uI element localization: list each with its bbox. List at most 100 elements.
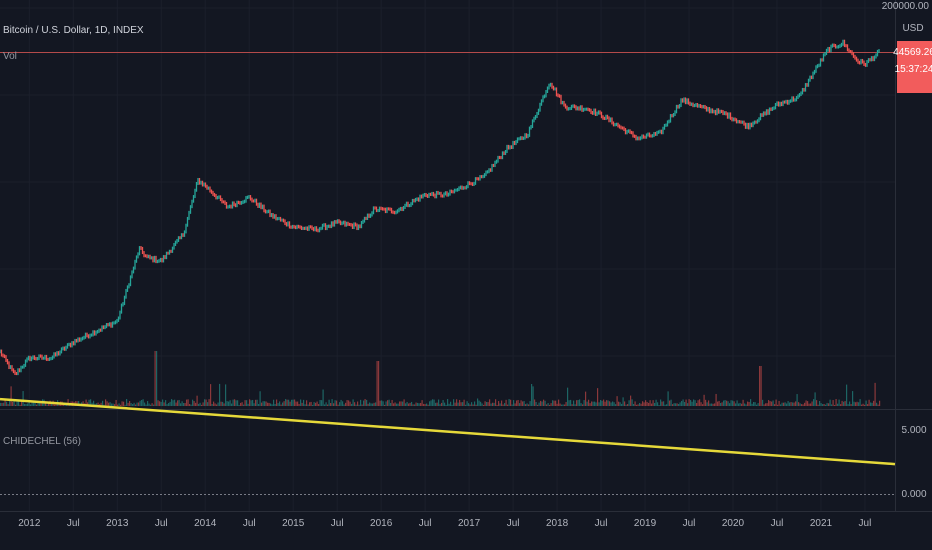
- volume-bar: [219, 383, 221, 406]
- volume-bar: [160, 401, 162, 406]
- volume-bar: [237, 400, 239, 406]
- volume-bar: [795, 401, 797, 406]
- volume-bar: [760, 366, 762, 406]
- volume-bar: [844, 401, 846, 406]
- volume-bar: [15, 404, 17, 406]
- volume-bar: [490, 403, 492, 406]
- volume-bar: [582, 404, 584, 406]
- volume-bar: [499, 403, 501, 406]
- volume-bar: [597, 388, 599, 406]
- volume-bar: [819, 401, 821, 406]
- indicator-legend[interactable]: CHIDECHEL (56): [3, 436, 81, 447]
- volume-bar: [388, 399, 390, 406]
- volume-bar: [96, 403, 98, 406]
- volume-bar: [487, 402, 489, 406]
- volume-bar: [90, 399, 92, 406]
- volume-bar: [214, 403, 216, 406]
- volume-bar: [679, 402, 681, 406]
- volume-bar: [306, 400, 308, 406]
- volume-bar: [714, 403, 716, 406]
- volume-bar: [591, 401, 593, 406]
- x-tick-label: 2021: [810, 518, 833, 529]
- volume-bar: [430, 400, 432, 406]
- volume-bar: [769, 401, 771, 406]
- volume-bar: [325, 402, 327, 406]
- volume-bar: [244, 400, 246, 406]
- volume-bar: [429, 401, 431, 406]
- volume-bar: [801, 404, 803, 406]
- volume-bar: [22, 391, 24, 406]
- volume-bar: [223, 403, 225, 406]
- volume-bar: [337, 404, 339, 406]
- volume-bar: [730, 400, 732, 406]
- volume-bar: [348, 400, 350, 406]
- volume-bar: [835, 399, 837, 406]
- volume-bar: [459, 399, 461, 406]
- price-series: [0, 39, 880, 376]
- volume-bar: [321, 400, 323, 406]
- volume-bar: [405, 403, 407, 406]
- volume-bar: [414, 404, 416, 406]
- volume-bar: [850, 404, 852, 406]
- volume-bar: [184, 403, 186, 406]
- time-axis[interactable]: 2012 Jul 2013 Jul 2014 Jul 2015 Jul 2016 Jul 2017 J…: [18, 518, 871, 529]
- volume-bar: [879, 400, 881, 406]
- volume-bar: [834, 404, 836, 406]
- volume-bar: [790, 402, 792, 406]
- volume-bar: [333, 403, 335, 406]
- volume-bar: [450, 401, 452, 406]
- volume-bar: [393, 403, 395, 406]
- x-tick-label: 2015: [282, 518, 305, 529]
- volume-bar: [280, 404, 282, 406]
- volume-bar: [555, 400, 557, 406]
- volume-bar: [843, 401, 845, 406]
- volume-bar: [123, 401, 125, 406]
- volume-bar: [598, 402, 600, 406]
- volume-bar: [25, 404, 27, 406]
- volume-bar: [826, 402, 828, 406]
- volume-bar: [454, 402, 456, 406]
- volume-bar: [504, 403, 506, 406]
- volume-bar: [552, 400, 554, 406]
- volume-bar: [660, 399, 662, 406]
- symbol-title[interactable]: Bitcoin / U.S. Dollar, 1D, INDEX: [3, 25, 144, 36]
- volume-bar: [93, 400, 95, 406]
- x-tick-label: Jul: [419, 518, 432, 529]
- x-tick-label: Jul: [243, 518, 256, 529]
- volume-bar: [255, 399, 257, 406]
- x-tick-label: 2017: [458, 518, 481, 529]
- volume-bar: [636, 404, 638, 406]
- volume-bar: [55, 404, 57, 406]
- volume-bar: [334, 400, 336, 406]
- volume-bar: [448, 403, 450, 406]
- volume-bar: [433, 399, 435, 406]
- volume-bar: [475, 404, 477, 406]
- price-axis-currency[interactable]: USD: [902, 23, 923, 34]
- volume-bar: [261, 402, 263, 406]
- volume-bar: [16, 400, 18, 406]
- volume-bar: [145, 404, 147, 406]
- volume-bar: [426, 403, 428, 406]
- volume-bar: [829, 399, 831, 406]
- volume-bar: [774, 404, 776, 406]
- volume-bar: [784, 402, 786, 406]
- volume-bar: [211, 403, 213, 406]
- volume-legend[interactable]: Vol: [3, 51, 17, 62]
- volume-bar: [301, 402, 303, 406]
- volume-bar: [174, 399, 176, 406]
- volume-bar: [715, 393, 717, 406]
- volume-bar: [675, 403, 677, 406]
- volume-bar: [733, 401, 735, 406]
- volume-bar: [619, 402, 621, 406]
- volume-bar: [670, 399, 672, 406]
- volume-bar: [667, 391, 669, 406]
- volume-bar: [594, 401, 596, 406]
- volume-bar: [420, 402, 422, 406]
- volume-bar: [612, 401, 614, 406]
- volume-bar: [672, 404, 674, 406]
- volume-bar: [141, 399, 143, 406]
- volume-bar: [445, 404, 447, 406]
- volume-bar: [622, 397, 624, 406]
- volume-bar: [646, 401, 648, 406]
